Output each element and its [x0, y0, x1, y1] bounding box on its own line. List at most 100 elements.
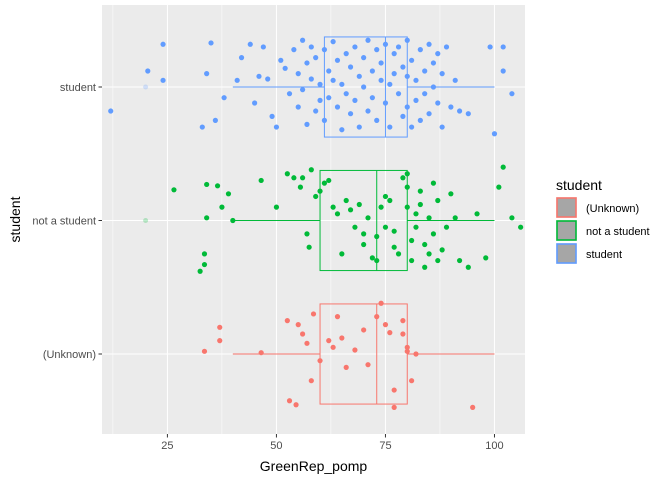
- boxplot-student: [143, 36, 495, 138]
- data-point: [439, 124, 445, 130]
- data-point: [417, 188, 423, 194]
- data-point: [225, 191, 232, 197]
- data-point: [293, 402, 299, 408]
- data-point: [430, 231, 437, 237]
- data-point: [247, 41, 253, 47]
- data-point: [339, 127, 345, 133]
- x-axis: 25 50 75 100: [161, 434, 504, 452]
- data-point: [417, 117, 423, 123]
- data-point: [365, 215, 371, 221]
- data-point: [214, 183, 221, 189]
- data-point: [208, 40, 214, 46]
- legend-item: not a student: [556, 220, 650, 241]
- data-point: [409, 57, 415, 63]
- data-point: [286, 91, 293, 97]
- data-point: [291, 47, 297, 53]
- data-point: [284, 318, 290, 324]
- data-point: [382, 100, 389, 106]
- data-point: [365, 108, 371, 114]
- data-point: [252, 100, 258, 106]
- data-point: [435, 197, 441, 204]
- data-point: [465, 264, 471, 270]
- data-point: [313, 108, 319, 114]
- legend-key: [556, 243, 577, 264]
- data-point: [269, 113, 275, 119]
- data-point: [238, 55, 245, 61]
- data-point: [326, 338, 332, 344]
- data-point: [361, 55, 367, 61]
- data-point: [330, 77, 336, 83]
- data-point: [265, 76, 271, 82]
- data-point: [326, 177, 332, 184]
- data-point: [378, 77, 384, 83]
- data-point: [313, 55, 319, 61]
- data-point: [391, 244, 397, 250]
- panel-background: [102, 5, 525, 434]
- data-point: [404, 171, 410, 177]
- data-point: [391, 404, 397, 410]
- data-point: [470, 404, 476, 410]
- data-point: [356, 124, 362, 130]
- data-point: [352, 347, 358, 353]
- data-point: [430, 84, 437, 90]
- data-point: [374, 117, 380, 123]
- data-point: [317, 97, 323, 103]
- data-point: [426, 251, 432, 257]
- data-point: [374, 47, 380, 53]
- data-point: [256, 73, 262, 79]
- data-point: [299, 37, 306, 43]
- data-point: [452, 215, 458, 221]
- data-point: [409, 257, 415, 264]
- data-point: [400, 113, 406, 119]
- data-point: [518, 224, 524, 230]
- boxplot-not-a-student: [143, 169, 495, 272]
- data-point: [330, 204, 336, 210]
- data-point: [400, 318, 406, 324]
- data-point: [343, 364, 349, 370]
- data-point: [339, 335, 345, 341]
- data-point: [199, 124, 205, 130]
- data-point: [422, 264, 428, 270]
- jitter-points: [108, 37, 524, 410]
- data-point: [304, 340, 310, 346]
- data-point: [404, 184, 410, 190]
- data-point: [108, 108, 114, 114]
- data-point: [145, 68, 151, 74]
- data-point: [304, 60, 310, 66]
- x-tick-label: 100: [485, 440, 503, 452]
- data-point: [404, 73, 410, 79]
- data-point: [448, 104, 454, 110]
- data-point: [391, 71, 397, 77]
- data-point: [426, 41, 432, 47]
- data-point: [435, 51, 441, 57]
- data-point: [369, 68, 375, 74]
- data-point: [306, 244, 312, 250]
- data-point: [382, 224, 389, 230]
- outlier-point: [143, 218, 149, 223]
- data-point: [413, 224, 419, 230]
- data-point: [382, 322, 389, 328]
- data-point: [443, 224, 450, 230]
- data-point: [273, 204, 280, 210]
- data-point: [352, 224, 358, 230]
- data-point: [413, 97, 419, 103]
- data-point: [361, 231, 367, 237]
- data-point: [404, 348, 410, 354]
- data-point: [395, 251, 402, 257]
- data-point: [435, 257, 441, 264]
- data-point: [160, 77, 166, 83]
- data-point: [456, 108, 463, 114]
- data-point: [491, 131, 498, 137]
- legend: student (Unknown) not a student student: [556, 177, 650, 264]
- data-point: [422, 91, 428, 97]
- data-point: [395, 44, 402, 50]
- data-point: [378, 60, 384, 66]
- legend-key: [556, 220, 577, 241]
- data-point: [352, 97, 358, 103]
- legend-label: student: [586, 249, 622, 261]
- x-tick-label: 25: [161, 440, 173, 452]
- data-point: [417, 201, 423, 208]
- data-point: [212, 117, 218, 123]
- data-point: [334, 57, 341, 63]
